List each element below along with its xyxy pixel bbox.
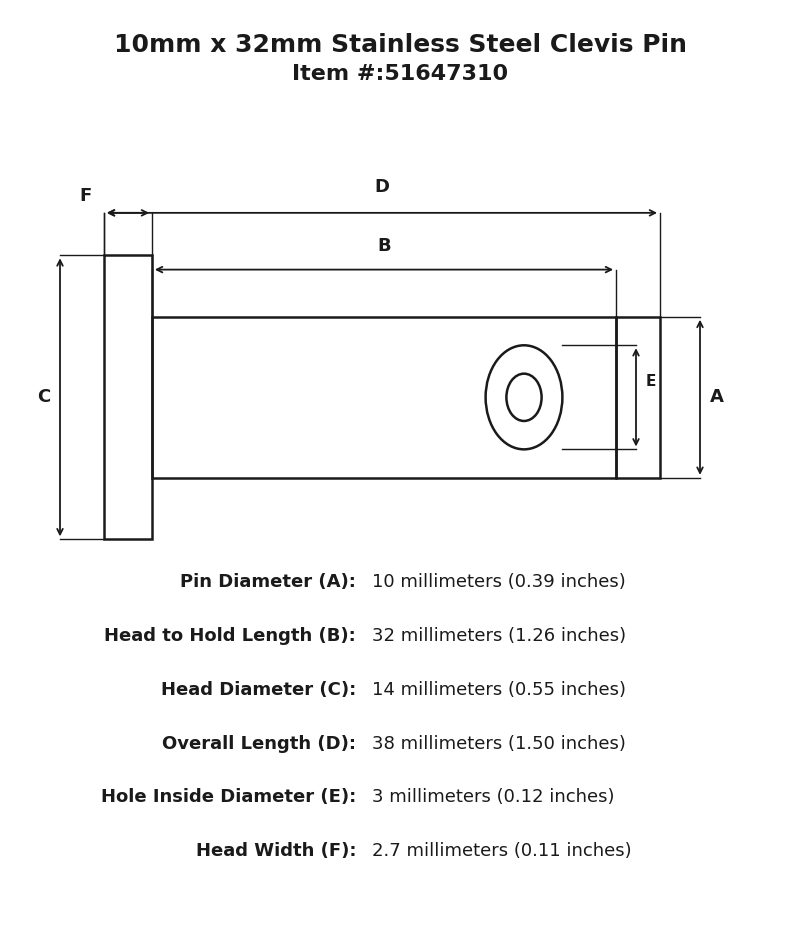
Text: Overall Length (D):: Overall Length (D): [162, 734, 356, 753]
Text: Head Diameter (C):: Head Diameter (C): [161, 680, 356, 699]
Text: 2.7 millimeters (0.11 inches): 2.7 millimeters (0.11 inches) [372, 842, 632, 861]
Text: F: F [80, 187, 92, 205]
Text: D: D [374, 178, 390, 196]
Text: 10 millimeters (0.39 inches): 10 millimeters (0.39 inches) [372, 572, 626, 591]
Text: A: A [710, 388, 724, 407]
Text: Head Width (F):: Head Width (F): [195, 842, 356, 861]
Text: 14 millimeters (0.55 inches): 14 millimeters (0.55 inches) [372, 680, 626, 699]
Text: Hole Inside Diameter (E):: Hole Inside Diameter (E): [101, 788, 356, 807]
Text: B: B [377, 237, 391, 255]
Text: E: E [646, 375, 656, 389]
Text: 38 millimeters (1.50 inches): 38 millimeters (1.50 inches) [372, 734, 626, 753]
Text: Head to Hold Length (B):: Head to Hold Length (B): [104, 626, 356, 645]
Text: 3 millimeters (0.12 inches): 3 millimeters (0.12 inches) [372, 788, 614, 807]
Text: C: C [37, 388, 50, 407]
Bar [152, 317, 616, 478]
Text: 10mm x 32mm Stainless Steel Clevis Pin: 10mm x 32mm Stainless Steel Clevis Pin [114, 33, 686, 57]
Bar [104, 255, 152, 539]
Text: 32 millimeters (1.26 inches): 32 millimeters (1.26 inches) [372, 626, 626, 645]
Text: Pin Diameter (A):: Pin Diameter (A): [180, 572, 356, 591]
Bar [616, 317, 660, 478]
Text: Item #:51647310: Item #:51647310 [292, 64, 508, 84]
